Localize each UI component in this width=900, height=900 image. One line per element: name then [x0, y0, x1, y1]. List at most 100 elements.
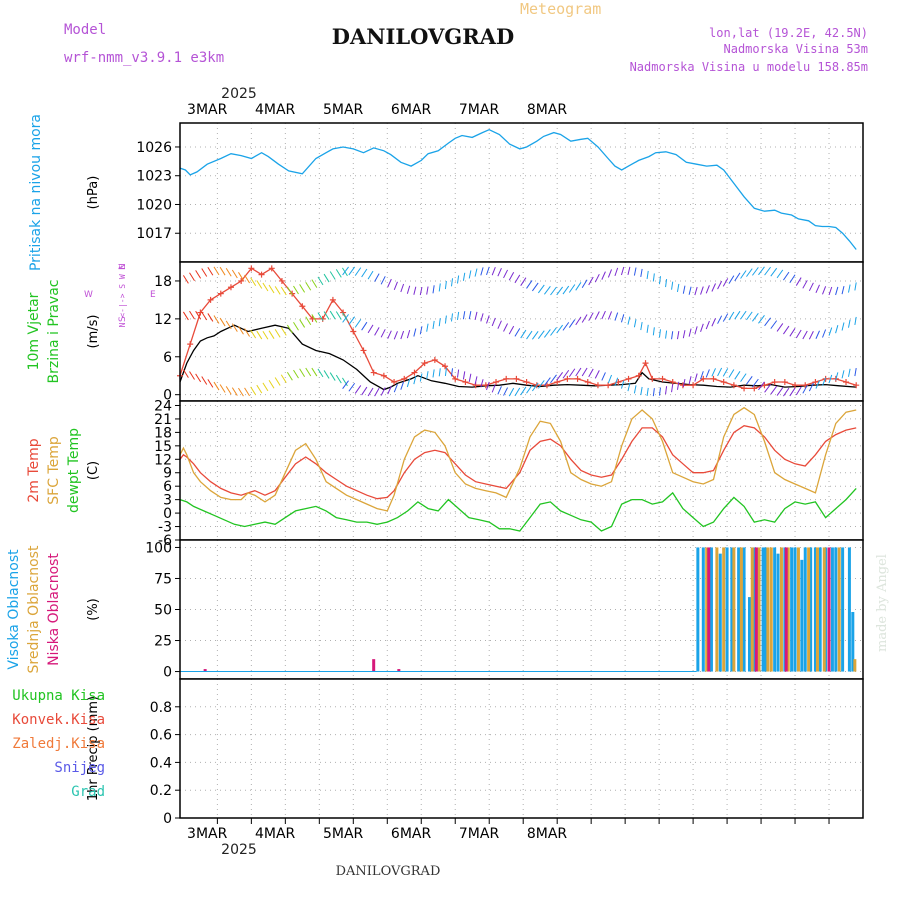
side-labels: Pritisak na nivou mora 10m Vjetar Brzina i… [6, 114, 105, 800]
wind-arrow [244, 328, 250, 337]
wind-arrow [795, 329, 802, 339]
gust-marker [248, 265, 255, 272]
cloud-bar [796, 547, 800, 672]
wind-arrow [514, 328, 521, 337]
wind-arrow [783, 271, 790, 281]
wind-arrow [367, 270, 374, 280]
wind-arrow [682, 378, 686, 388]
wind-arrow [311, 279, 318, 288]
wind-arrow [758, 381, 765, 391]
wind-arrow [841, 285, 845, 295]
y-tick-label: 3 [163, 493, 172, 509]
cloud-bar [737, 547, 741, 672]
side-label: Visoka Oblacnost [6, 549, 22, 670]
wind-arrow [526, 280, 533, 289]
wind-arrow [444, 280, 447, 290]
wind-arrow [601, 372, 606, 381]
gust-marker [792, 382, 799, 389]
wind-arrow [413, 376, 417, 385]
wind-arrow [556, 286, 564, 296]
wind-arrow [848, 284, 851, 293]
wind-arrow [280, 327, 287, 336]
wind-arrow [280, 286, 287, 296]
wind-arrow [406, 329, 411, 339]
wind-arrow [658, 387, 661, 396]
gust-marker [574, 375, 581, 382]
wind-arrow [468, 270, 472, 279]
wind-arrow [640, 268, 643, 278]
wind-arrow [305, 367, 312, 377]
wind-arrow [802, 280, 808, 289]
wind-arrow [700, 371, 704, 380]
wind-arrow [480, 313, 484, 322]
wind-arrow [438, 368, 441, 377]
wind-arrow [682, 285, 686, 294]
y-tick-label: 24 [154, 398, 172, 414]
wind-arrow [543, 377, 551, 386]
wind-arrow [822, 286, 827, 295]
wind-arrow [676, 283, 680, 293]
wind-arrow [450, 313, 454, 322]
cloud-bar [800, 559, 804, 672]
y-tick-label: 18 [154, 425, 172, 441]
wind-arrow [568, 284, 576, 293]
wind-arrow [201, 376, 208, 385]
precip-legend-item: Grad [71, 784, 105, 800]
wind-arrow [789, 274, 796, 284]
cloud-bar [809, 547, 813, 672]
wind-arrow [671, 384, 674, 393]
wind-arrow [575, 316, 582, 326]
panel-cloud: 0 25 50 75 100 (%) [86, 539, 864, 681]
y-tick-label: 0.4 [150, 755, 172, 771]
y-tick-label: 12 [154, 452, 172, 468]
cloud-bar [851, 611, 855, 672]
panel-background [180, 679, 863, 818]
bottom-date-label: 4MAR [255, 826, 296, 842]
wind-arrow [770, 320, 778, 329]
wind-arrow [305, 281, 312, 291]
footer-title: DANILOVGRAD [336, 864, 441, 879]
wind-arrow [776, 323, 784, 332]
wind-arrow [456, 311, 460, 321]
wind-arrow [406, 378, 411, 388]
wind-arrow [770, 385, 778, 395]
wind-arrow [299, 284, 306, 293]
y-tick-label: 15 [154, 439, 172, 455]
units-label: (C) [86, 461, 101, 480]
wind-arrow [335, 311, 342, 320]
wind-arrow [740, 310, 747, 320]
wind-arrow [219, 317, 226, 327]
wind-arrow [658, 329, 661, 338]
wind-arrow [311, 367, 318, 377]
wind-arrow [207, 267, 214, 276]
wind-arrow [802, 330, 808, 340]
gust-marker [238, 277, 245, 284]
wind-arrow [795, 277, 802, 286]
wind-arrow [225, 386, 232, 395]
wind-arrow [815, 330, 820, 339]
wind-arrow [348, 266, 356, 276]
wind-arrow [746, 311, 753, 321]
wind-arrow [367, 387, 374, 397]
precip-legend-item: Zaledj.Kisa [12, 736, 105, 752]
wind-arrow [444, 315, 447, 324]
gust-marker [207, 296, 214, 303]
wind-arrow [342, 377, 348, 387]
wind-arrow [562, 369, 570, 379]
wind-arrow [244, 274, 250, 284]
wind-arrow [588, 312, 594, 321]
cloud-bar [779, 547, 783, 672]
wind-arrow [746, 268, 753, 277]
wind-arrow [556, 324, 564, 334]
wind-arrow [182, 311, 189, 321]
wind-arrow [354, 319, 362, 328]
wind-arrow [497, 320, 502, 329]
wind-arrow [374, 273, 380, 282]
wind-arrow [531, 282, 539, 292]
wind-arrow [802, 385, 808, 394]
wind-arrow [627, 266, 631, 276]
wind-arrow [329, 271, 336, 280]
gust-marker [268, 265, 275, 272]
wind-arrow [627, 316, 631, 325]
wind-compass-legend: N S W E N <-|-> S W E [84, 263, 156, 327]
